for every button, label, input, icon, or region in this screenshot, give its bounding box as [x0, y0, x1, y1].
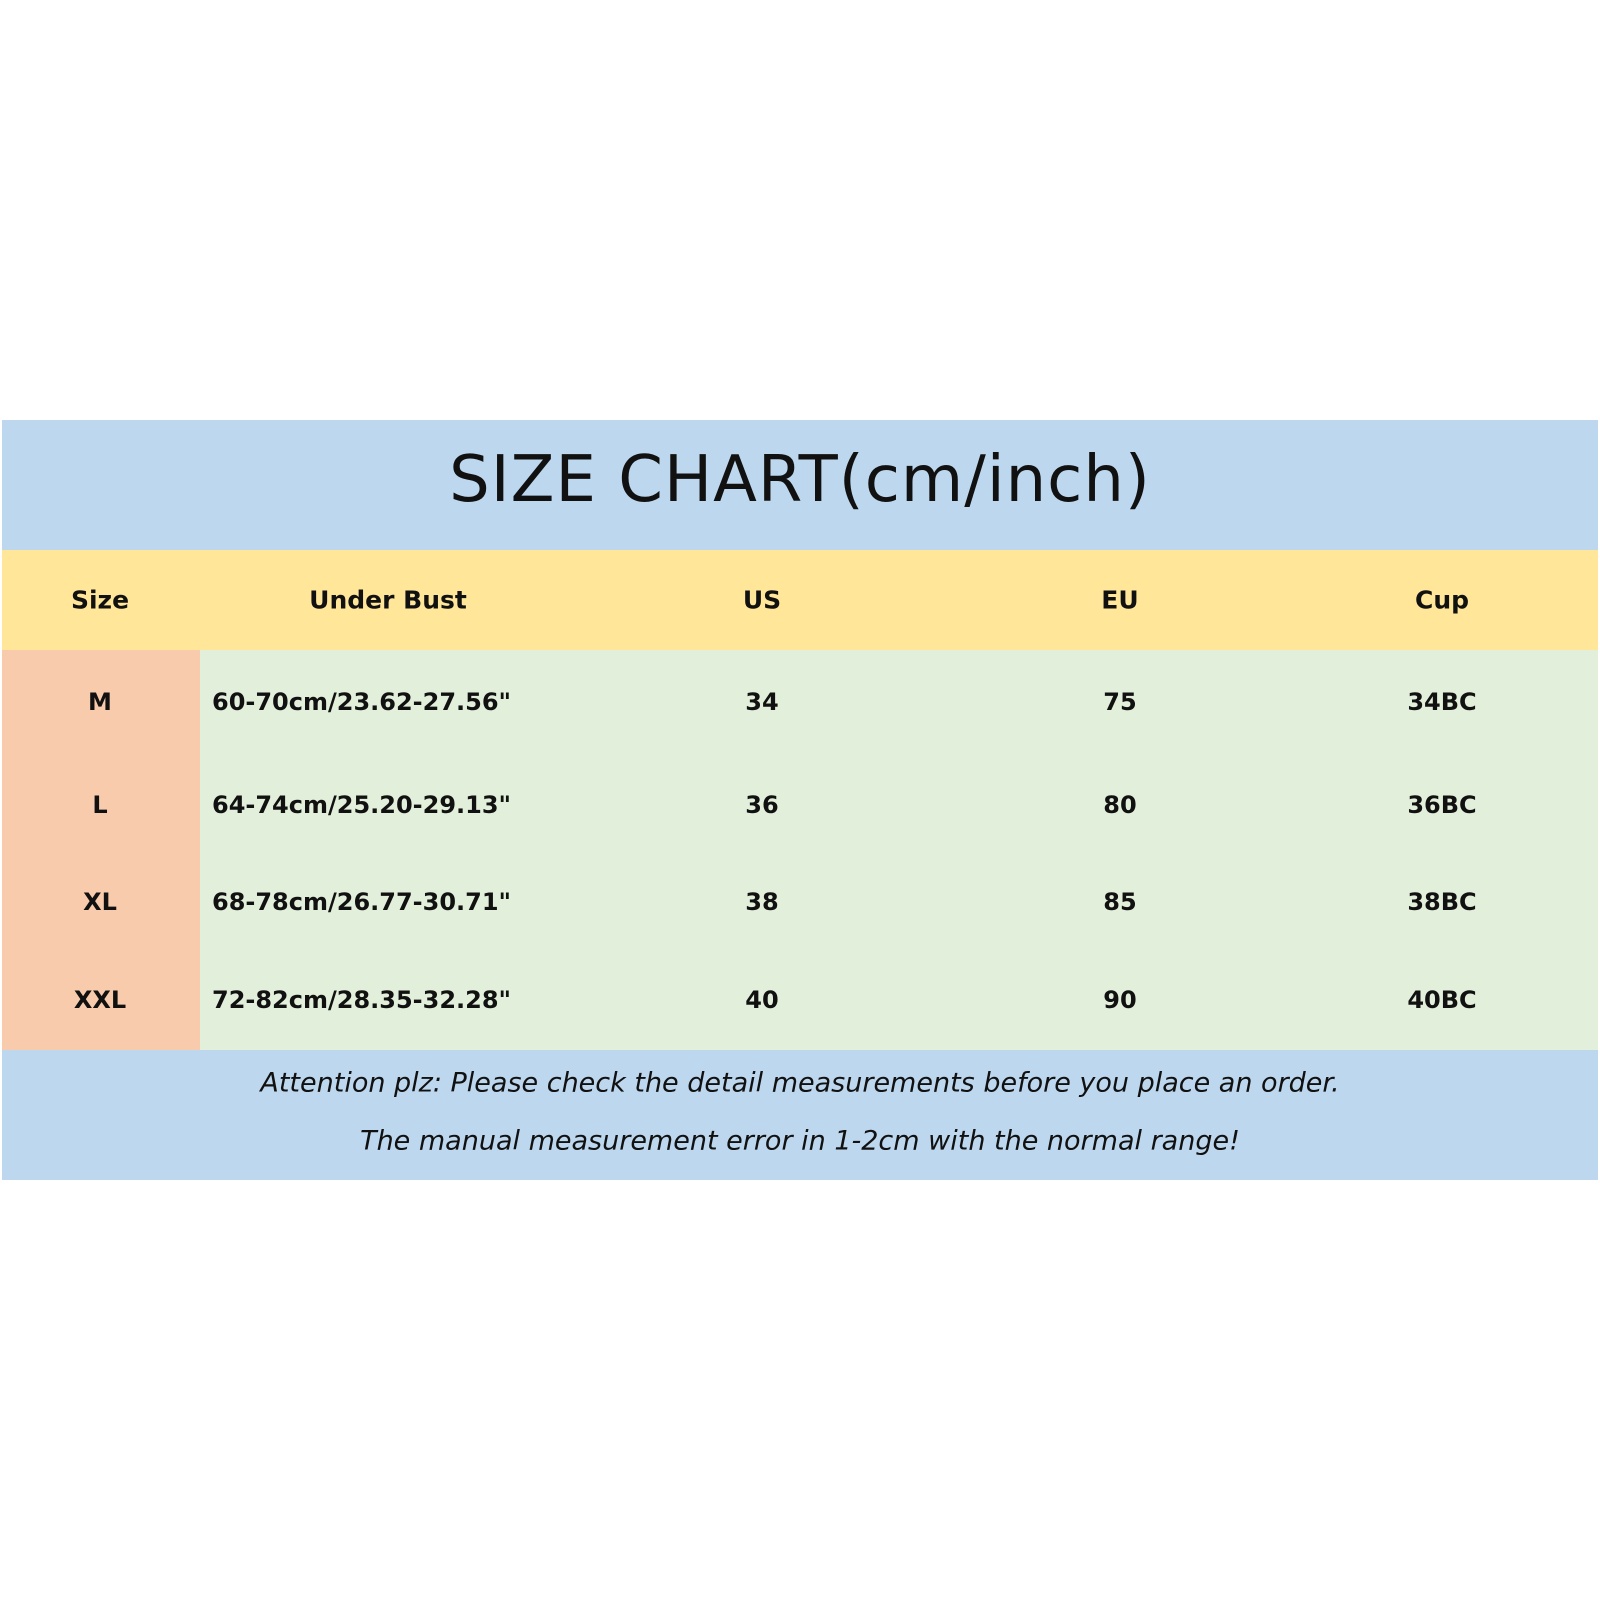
cell-eu: 85 — [1103, 888, 1137, 916]
cell-size: XXL — [73, 986, 127, 1014]
cell-eu: 90 — [1103, 986, 1137, 1014]
header-size: Size — [70, 585, 130, 615]
error-note: The manual measurement error in 1-2cm wi… — [360, 1125, 1240, 1157]
header-cup: Cup — [1414, 585, 1470, 615]
cell-size: M — [88, 688, 112, 716]
cell-size: L — [92, 791, 108, 819]
cell-under-bust: 72-82cm/28.35-32.28" — [212, 986, 512, 1014]
cell-eu: 80 — [1103, 791, 1137, 819]
cell-under-bust: 60-70cm/23.62-27.56" — [212, 688, 512, 716]
header-under-bust: Under Bust — [309, 585, 467, 615]
cell-us: 36 — [745, 791, 779, 819]
cell-cup: 34BC — [1407, 688, 1477, 716]
cell-cup: 40BC — [1407, 986, 1477, 1014]
cell-us: 38 — [745, 888, 779, 916]
size-column — [2, 650, 200, 1050]
table-body — [2, 650, 1598, 1050]
cell-us: 40 — [745, 986, 779, 1014]
header-row — [2, 550, 1598, 650]
cell-cup: 36BC — [1407, 791, 1477, 819]
attention-note: Attention plz: Please check the detail m… — [260, 1067, 1340, 1099]
header-eu: EU — [1101, 585, 1139, 615]
cell-size: XL — [83, 888, 117, 916]
cell-eu: 75 — [1103, 688, 1137, 716]
header-us: US — [742, 585, 782, 615]
footer-band — [2, 1050, 1598, 1180]
cell-cup: 38BC — [1407, 888, 1477, 916]
cell-under-bust: 68-78cm/26.77-30.71" — [212, 888, 512, 916]
cell-under-bust: 64-74cm/25.20-29.13" — [212, 791, 512, 819]
cell-us: 34 — [745, 688, 779, 716]
chart-title: SIZE CHART(cm/inch) — [449, 443, 1151, 517]
title-band: SIZE CHART(cm/inch) — [2, 420, 1598, 550]
